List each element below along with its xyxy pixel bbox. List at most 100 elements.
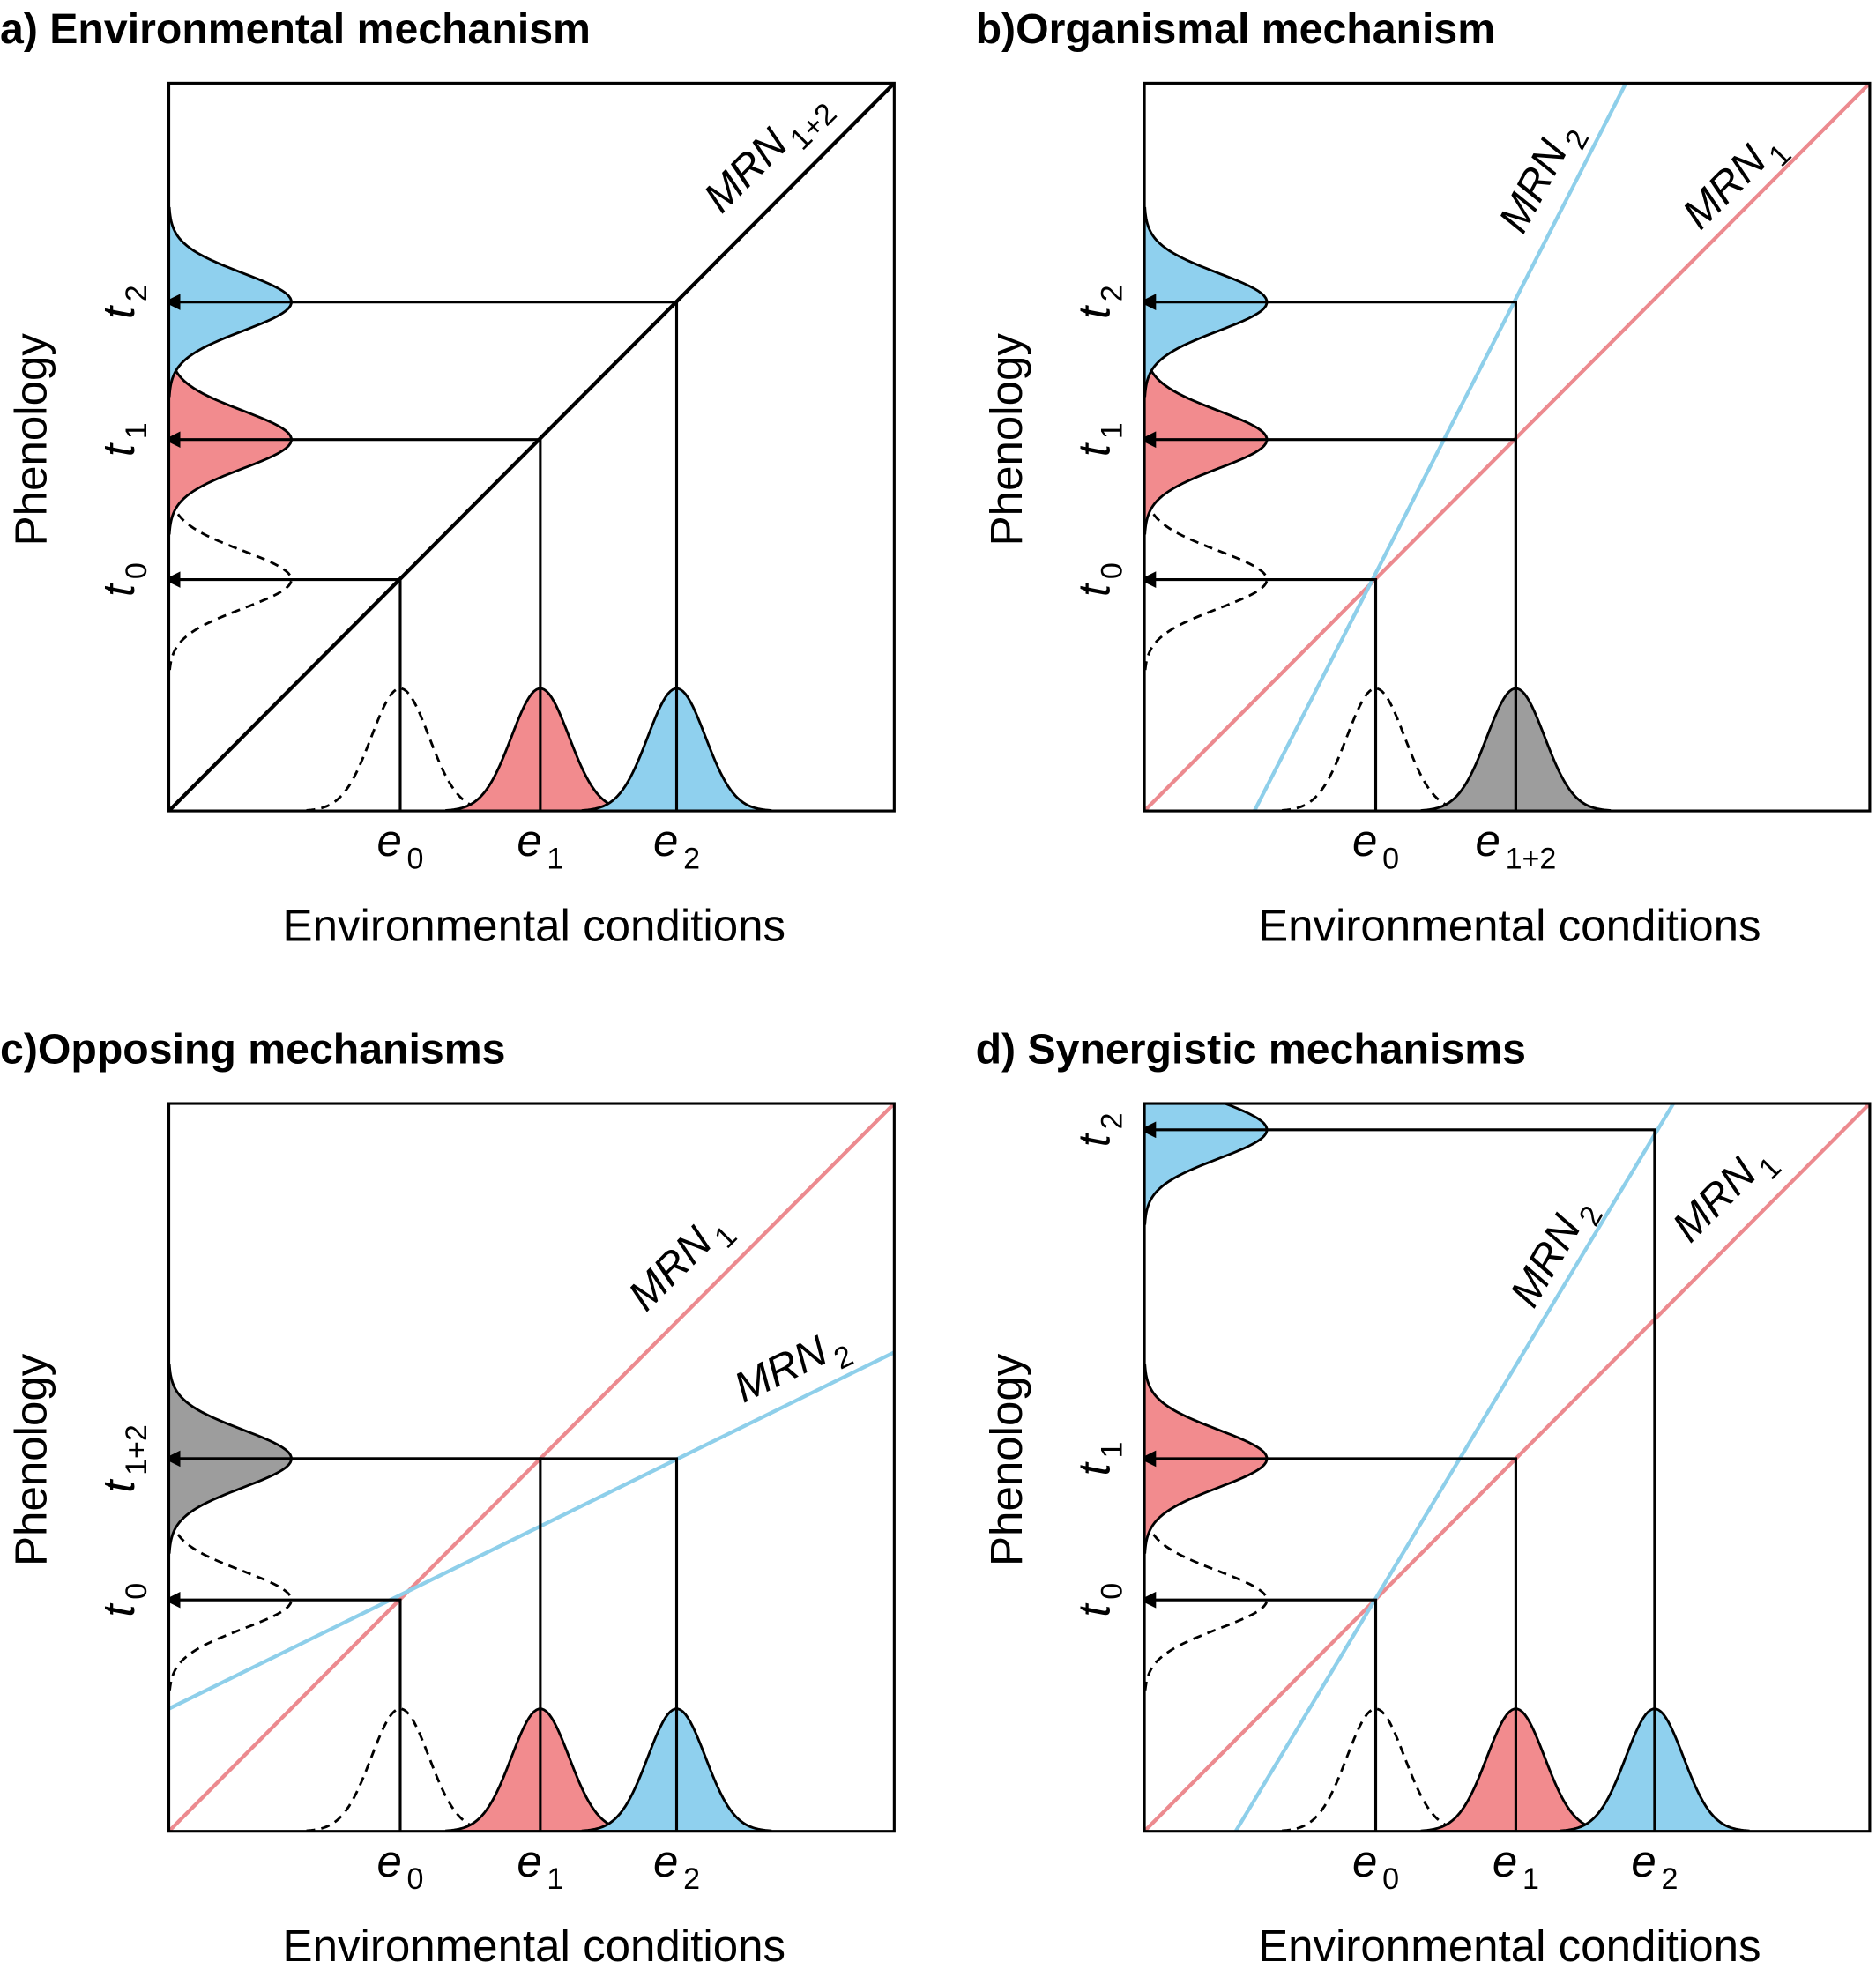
t-label: t2 xyxy=(1068,1112,1128,1147)
distribution-dashed xyxy=(306,1707,495,1832)
line-label: MRN1 xyxy=(1673,121,1798,245)
panel-title: b)Organismal mechanism xyxy=(976,5,1496,53)
t-label-symbol: t xyxy=(93,583,144,597)
distribution-dashed xyxy=(1144,1505,1269,1694)
e-label-subscript: 0 xyxy=(1382,842,1399,875)
t-label-subscript: 2 xyxy=(1096,1112,1129,1129)
plot-frame xyxy=(167,1102,896,1833)
t-label: t0 xyxy=(1068,1583,1128,1617)
t-label-subscript: 2 xyxy=(120,285,153,301)
distribution-dashed xyxy=(306,687,495,812)
t-label-subscript: 1 xyxy=(1096,1442,1129,1459)
line-label: MRN2 xyxy=(1490,113,1597,244)
t-label-subscript: 0 xyxy=(1096,1583,1129,1600)
t-label-symbol: t xyxy=(93,442,144,457)
t-label-subscript: 0 xyxy=(120,1583,153,1600)
connector xyxy=(168,1591,402,1832)
e-label-symbol: e xyxy=(1352,1836,1377,1886)
e-label-symbol: e xyxy=(653,1836,678,1886)
t-label-subscript: 0 xyxy=(1096,562,1129,579)
x-axis-title: Environmental conditions xyxy=(1258,901,1761,951)
t-label-subscript: 0 xyxy=(120,562,153,579)
distribution-dashed xyxy=(168,486,293,674)
line-label-symbol: MRN xyxy=(1664,1148,1766,1251)
connector xyxy=(1144,1450,1517,1832)
y-axis-title: Phenology xyxy=(5,333,56,546)
connector xyxy=(168,431,542,812)
line-label-symbol: MRN xyxy=(1490,132,1577,240)
t-label-subscript: 1+2 xyxy=(120,1424,153,1475)
t-label-symbol: t xyxy=(93,1479,144,1493)
t-label: t0 xyxy=(1068,562,1128,597)
t-label-subscript: 1 xyxy=(1096,422,1129,439)
t-label-symbol: t xyxy=(93,1603,144,1617)
reaction-norm xyxy=(168,1104,895,1832)
e-label-subscript: 1 xyxy=(547,1862,563,1896)
y-axis-title: Phenology xyxy=(5,1353,56,1566)
line-label-subscript: 2 xyxy=(829,1339,859,1376)
e-label-subscript: 1 xyxy=(1522,1862,1539,1896)
reaction-norm xyxy=(1233,1104,1675,1832)
t-label: t0 xyxy=(93,562,153,597)
e-label-subscript: 2 xyxy=(683,1862,700,1896)
plot-frame xyxy=(1143,1102,1872,1833)
plot-frame xyxy=(167,81,896,813)
plot-area xyxy=(1144,83,1870,812)
e-label-subscript: 2 xyxy=(683,842,700,875)
t-label-subscript: 1 xyxy=(120,422,153,439)
t-label: t2 xyxy=(1068,285,1128,319)
connector xyxy=(1144,1121,1656,1832)
t-label: t1 xyxy=(1068,422,1128,457)
t-label-symbol: t xyxy=(1068,305,1119,319)
distribution-dashed xyxy=(1144,486,1269,674)
e-label-symbol: e xyxy=(517,815,541,866)
reaction-norm xyxy=(168,83,895,812)
e-label-symbol: e xyxy=(376,815,401,866)
panel-title: c)Opposing mechanisms xyxy=(0,1026,505,1074)
panel: d) Synergistic mechanismsMRN1MRN2t2t1t0e… xyxy=(976,1026,1872,1962)
t-label: t1 xyxy=(93,422,153,457)
panel-title: a) Environmental mechanism xyxy=(0,5,591,53)
y-axis-title: Phenology xyxy=(981,1353,1031,1566)
line-label-symbol: MRN xyxy=(695,119,797,221)
e-label-symbol: e xyxy=(1493,1836,1517,1886)
e-label-subscript: 2 xyxy=(1661,1862,1678,1896)
reaction-norm xyxy=(1144,83,1870,812)
distribution-dashed xyxy=(1282,687,1470,812)
t-label-symbol: t xyxy=(1068,583,1119,597)
e-label-subscript: 1 xyxy=(547,842,563,875)
e-label-symbol: e xyxy=(1476,815,1500,866)
t-label-subscript: 2 xyxy=(1096,285,1129,301)
e-label-subscript: 0 xyxy=(1382,1862,1399,1896)
t-label-symbol: t xyxy=(1068,1461,1119,1475)
e-label-symbol: e xyxy=(517,1836,541,1886)
e-label-symbol: e xyxy=(1631,1836,1656,1886)
e-label-subscript: 0 xyxy=(407,842,424,875)
e-label-subscript: 0 xyxy=(407,1862,424,1896)
reaction-norm xyxy=(1144,1104,1870,1832)
e-label-symbol: e xyxy=(376,1836,401,1886)
line-label: MRN2 xyxy=(726,1318,858,1422)
t-label-symbol: t xyxy=(93,305,144,319)
line-label-symbol: MRN xyxy=(726,1327,835,1412)
connector xyxy=(1144,1591,1378,1832)
connector xyxy=(1144,571,1378,812)
t-label-symbol: t xyxy=(1068,1603,1119,1617)
connector xyxy=(168,571,402,812)
line-label-subscript: 1+2 xyxy=(784,97,844,157)
line-label: MRN1 xyxy=(619,1202,743,1327)
t-label: t0 xyxy=(93,1583,153,1617)
panel-title: d) Synergistic mechanisms xyxy=(976,1026,1526,1074)
line-label: MRN1 xyxy=(1664,1133,1788,1258)
